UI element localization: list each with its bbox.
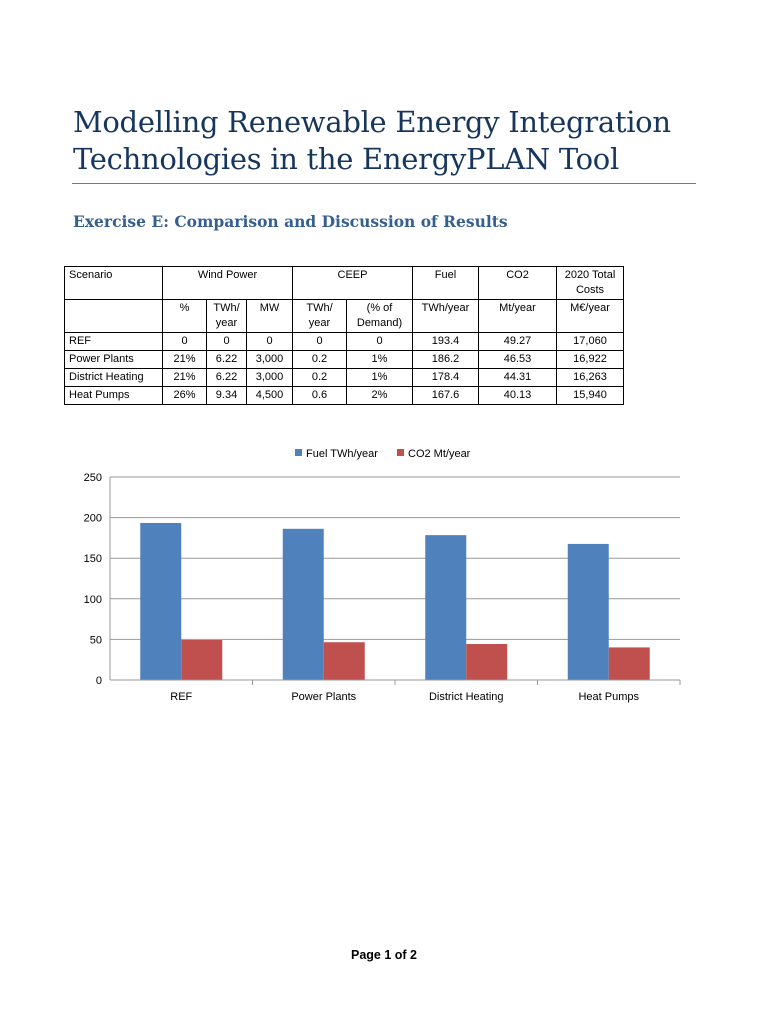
legend-label: CO2 Mt/year xyxy=(408,448,471,460)
title-line-1: Modelling Renewable Energy Integration xyxy=(73,105,671,139)
subheader-cell: Mt/year xyxy=(478,299,557,333)
header-cell: Fuel xyxy=(412,266,479,300)
y-tick-label: 250 xyxy=(84,472,102,484)
table-row: REF 0 0 0 0 0 193.4 49.27 17,060 xyxy=(64,332,624,351)
legend-swatch xyxy=(397,449,404,456)
bar-fuel xyxy=(282,528,324,680)
bar-co2 xyxy=(608,647,650,680)
header-cell: CEEP xyxy=(292,266,413,300)
section-heading: Exercise E: Comparison and Discussion of… xyxy=(73,212,508,231)
value-cell: 9.34 xyxy=(206,386,247,405)
legend-swatch xyxy=(295,449,302,456)
x-tick-label: Heat Pumps xyxy=(578,691,639,703)
value-cell: 40.13 xyxy=(478,386,557,405)
y-tick-label: 100 xyxy=(84,594,102,606)
value-cell: 186.2 xyxy=(412,350,479,369)
x-tick-label: REF xyxy=(170,691,192,703)
table-row: District Heating 21% 6.22 3,000 0.2 1% 178.4 44… xyxy=(64,368,624,387)
results-table: Scenario Wind Power CEEP Fuel CO2 2020 T… xyxy=(64,266,624,405)
value-cell: 6.22 xyxy=(206,368,247,387)
bar-co2 xyxy=(323,642,365,680)
page-number: Page 1 of 2 xyxy=(351,948,417,962)
table-row: Heat Pumps 26% 9.34 4,500 0.6 2% 167.6 40.13 15,… xyxy=(64,386,624,405)
y-tick-label: 0 xyxy=(96,675,102,687)
value-cell: 4,500 xyxy=(246,386,293,405)
bar-co2 xyxy=(181,639,223,680)
title-line-2: Technologies in the EnergyPLAN Tool xyxy=(73,142,619,176)
subheader-cell: TWh/ year xyxy=(206,299,247,333)
y-tick-label: 150 xyxy=(84,553,102,565)
x-tick-label: Power Plants xyxy=(291,691,356,703)
bar-fuel xyxy=(140,522,182,680)
legend-label: Fuel TWh/year xyxy=(306,448,378,460)
value-cell: 0.6 xyxy=(292,386,347,405)
page-title: Modelling Renewable Energy Integration T… xyxy=(73,104,671,178)
subheader-cell: TWh/ year xyxy=(292,299,347,333)
bar-co2 xyxy=(466,644,508,680)
subheader-cell: M€/year xyxy=(556,299,624,333)
value-cell: 16,263 xyxy=(556,368,624,387)
value-cell: 3,000 xyxy=(246,368,293,387)
value-cell: 167.6 xyxy=(412,386,479,405)
value-cell: 26% xyxy=(162,386,207,405)
x-tick-label: District Heating xyxy=(429,691,504,703)
value-cell: 2% xyxy=(346,386,413,405)
value-cell: 15,940 xyxy=(556,386,624,405)
header-cell: Scenario xyxy=(64,266,163,300)
table-subheader-row: % TWh/ year MW TWh/ year (% of Demand) TWh/ye… xyxy=(64,299,624,333)
scenario-cell: Heat Pumps xyxy=(64,386,163,405)
bar-fuel xyxy=(425,535,467,680)
y-tick-label: 50 xyxy=(90,634,102,646)
value-cell: 1% xyxy=(346,368,413,387)
title-divider xyxy=(72,183,696,184)
value-cell: 44.31 xyxy=(478,368,557,387)
y-tick-label: 200 xyxy=(84,513,102,525)
header-cell: CO2 xyxy=(478,266,557,300)
bar-fuel xyxy=(567,543,609,680)
